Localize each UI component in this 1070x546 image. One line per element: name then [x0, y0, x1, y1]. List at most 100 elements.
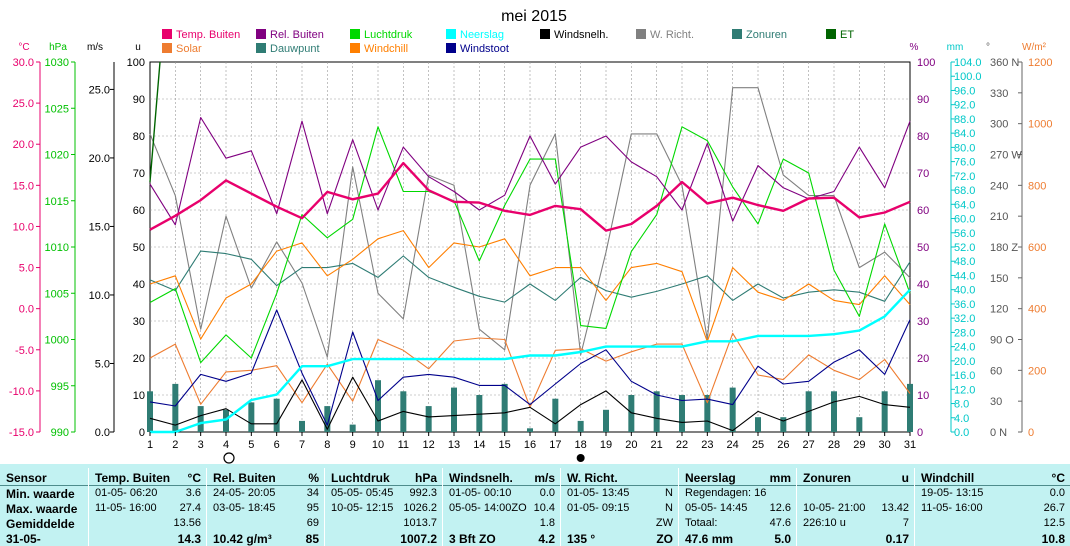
tick-label: 10.0 [89, 290, 110, 302]
stats-cell-label: 05-05- 14:45 [685, 502, 748, 514]
tick-label: 16.0 [954, 370, 975, 382]
stats-row: 1013.7 [325, 516, 443, 531]
tick-label: 40 [133, 279, 145, 291]
stats-row: 226:10 u 7 [797, 516, 915, 531]
stats-row: 05-05- 05:45 992.3 [325, 486, 443, 501]
stats-cell-value: 0.17 [885, 532, 909, 546]
tick-label: 150 [990, 273, 1008, 285]
tick-label: 0 [1028, 427, 1034, 439]
stats-cell-label: 11-05- 16:00 [95, 502, 157, 514]
tick-label: 56.0 [954, 228, 975, 240]
tick-label: 96.0 [954, 85, 975, 97]
stats-panel: W. Richt. 01-05- 13:45 N 01-05- 09:15 N ZW 135… [560, 468, 679, 546]
zonuren-bar [704, 395, 711, 432]
tick-label: 25.0 [89, 84, 110, 96]
tick-label: 68.0 [954, 185, 975, 197]
tick-label: 20.0 [89, 153, 110, 165]
moon-phase-icon [576, 454, 585, 462]
stats-cell-value: 13.56 [173, 517, 201, 529]
tick-label: 1200 [1028, 57, 1052, 69]
stats-row: Gemiddelde [0, 516, 88, 531]
tick-label: 5.0 [19, 263, 34, 275]
axis-unit: ° [986, 42, 990, 53]
stats-row: ZW [561, 516, 679, 531]
series-line [149, 116, 911, 226]
tick-label: 1015 [45, 196, 69, 208]
stats-row: 24-05- 20:05 34 [207, 486, 325, 501]
stats-panel-header: Rel. Buiten% [207, 468, 325, 486]
stats-cell-label: 135 ° [567, 532, 596, 546]
stats-cell-value: 34 [306, 487, 319, 499]
stats-row: 135 ° ZO [561, 531, 679, 546]
stats-row: 3 Bft ZO 4.2 [443, 531, 561, 546]
tick-label: 25.0 [13, 98, 34, 110]
x-tick-label: 31 [904, 439, 916, 451]
zonuren-bar [299, 420, 305, 432]
stats-panel-title: Windsnelh. [449, 471, 513, 485]
legend-label: Luchtdruk [364, 29, 413, 41]
stats-panel-header: W. Richt. [561, 468, 679, 486]
legend-swatch [446, 43, 456, 53]
legend-swatch [732, 29, 742, 39]
legend-swatch [256, 43, 266, 53]
stats-cell-label: 226:10 u [803, 517, 846, 529]
stats-panel-unit: °C [187, 471, 201, 485]
stats-panel: Luchtdruk hPa 05-05- 05:45 992.3 10-05- 12:1… [324, 468, 443, 546]
stats-panel: Temp. Buiten °C 01-05- 06:20 3.6 11-05- 16:0… [88, 468, 207, 546]
tick-label: 30 [133, 316, 145, 328]
zonuren-bar [653, 391, 660, 432]
tick-label: 30 [990, 396, 1002, 408]
zonuren-bars [147, 380, 913, 432]
legend-label: ET [840, 29, 854, 41]
zonuren-bar [273, 398, 280, 432]
stats-panel-title: Sensor [6, 471, 47, 485]
tick-label: 100 [917, 57, 935, 69]
stats-row: 10.8 [915, 531, 1070, 546]
x-tick-label: 29 [853, 439, 865, 451]
stats-row: 19-05- 13:15 0.0 [915, 486, 1070, 501]
x-tick-label: 9 [350, 439, 356, 451]
legend-swatch [826, 29, 836, 39]
stats-panel-header: Sensor [0, 468, 88, 486]
stats-panel-title: Windchill [921, 471, 975, 485]
tick-label: 20 [133, 353, 145, 365]
zonuren-bar [476, 395, 483, 432]
tick-label: 120 [990, 304, 1008, 316]
stats-cell-label: 10.42 g/m³ [213, 532, 272, 546]
tick-label: 80.0 [954, 142, 975, 154]
legend-label: Solar [176, 43, 202, 55]
zonuren-bar [831, 391, 837, 432]
stats-panel-unit: m/s [534, 471, 555, 485]
stats-cell-value: 26.7 [1043, 502, 1065, 514]
stats-cell-value: 4.2 [538, 532, 555, 546]
stats-row: 1007.2 [325, 531, 443, 546]
tick-label: 20.0 [954, 356, 975, 368]
tick-label: 70 [133, 168, 145, 180]
stats-cell-value: 14.3 [177, 532, 201, 546]
stats-cell-label: Regendagen: 16 [685, 487, 767, 499]
tick-label: 0.0 [19, 304, 34, 316]
legend-swatch [636, 29, 646, 39]
stats-cell-value: 0.0 [1049, 487, 1065, 499]
tick-label: 8.0 [954, 399, 969, 411]
legend-label: Windstoot [460, 43, 509, 55]
axis-unit: °C [18, 42, 29, 53]
tick-label: 0 [139, 427, 145, 439]
stats-cell-label: Min. waarde [6, 487, 75, 501]
zonuren-bar [147, 391, 153, 432]
zonuren-bar [451, 387, 457, 432]
legend-label: W. Richt. [650, 29, 694, 41]
axis-unit: u [135, 42, 141, 53]
x-axis: 1 2 3 4 5 6 7 8 9 10 11 12 13 14 15 16 17 18 19 20 21 22 23 24 2… [147, 432, 916, 464]
tick-label: 0.0 [95, 427, 110, 439]
x-tick-label: 6 [274, 439, 280, 451]
tick-label: 0.0 [954, 427, 969, 439]
stats-cell-value: 10.8 [1041, 532, 1065, 546]
tick-label: 100 [127, 57, 145, 69]
stats-panel-header: Temp. Buiten °C [89, 468, 207, 486]
stats-cell-value: ZW [655, 517, 673, 529]
left-axes: 30.0 25.0 20.0 15.0 10.0 5.0 0.0 -5.0 -10.0 -15.0… [9, 57, 145, 439]
stats-row: 0.17 [797, 531, 915, 546]
stats-panel-title: Temp. Buiten [95, 471, 171, 485]
stats-row: 10-05- 21:00 13.42 [797, 501, 915, 516]
